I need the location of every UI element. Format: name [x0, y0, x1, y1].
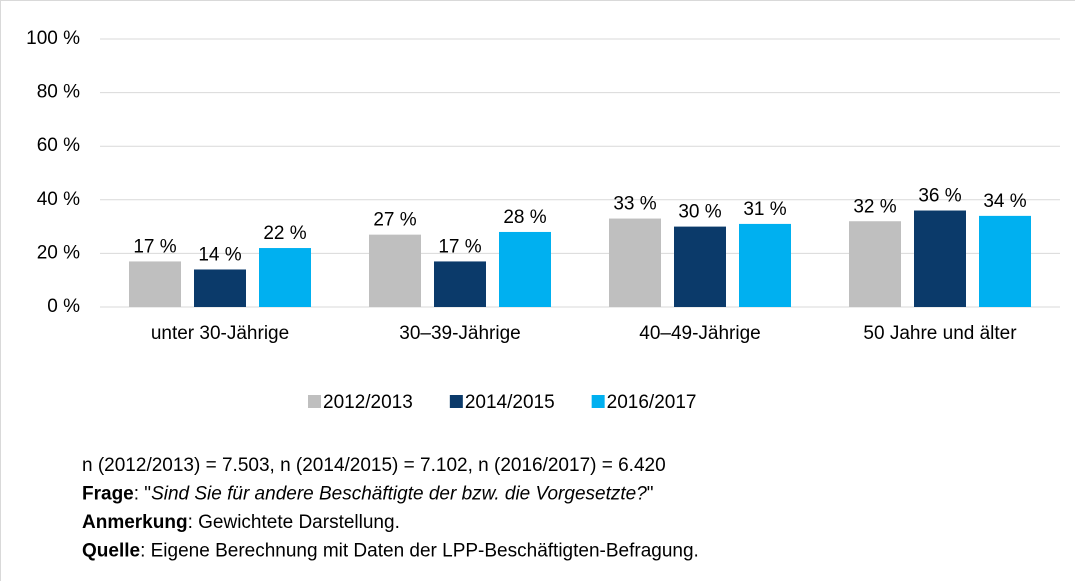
note-line: Anmerkung: Gewichtete Darstellung.	[82, 512, 400, 533]
bar	[499, 231, 551, 307]
y-tick-label: 80 %	[37, 82, 80, 103]
legend-swatch	[308, 395, 321, 408]
x-tick-label: 30–39-Jährige	[399, 323, 520, 344]
value-label: 28 %	[503, 207, 546, 228]
note-segment: Frage	[82, 484, 134, 505]
bar	[259, 248, 311, 307]
value-label: 33 %	[613, 194, 656, 215]
legend-swatch	[449, 395, 463, 408]
y-tick-label: 40 %	[37, 189, 80, 210]
value-label: 17 %	[133, 236, 176, 257]
bar	[434, 261, 486, 307]
legend-label: 2012/2013	[323, 392, 413, 413]
value-label: 34 %	[983, 191, 1026, 212]
note-line: Quelle: Eigene Berechnung mit Daten der …	[82, 541, 699, 562]
value-label: 36 %	[918, 186, 961, 207]
legend-label: 2016/2017	[607, 392, 697, 413]
bar	[129, 261, 181, 307]
bar	[369, 234, 421, 307]
bar	[914, 210, 966, 307]
bar	[609, 218, 661, 307]
note-segment: Sind Sie für andere Beschäftigte der bzw…	[151, 484, 647, 505]
value-label: 32 %	[853, 196, 896, 217]
note-segment: : "	[134, 484, 151, 505]
note-segment: : Eigene Berechnung mit Daten der LPP-Be…	[140, 541, 699, 562]
note-segment: Anmerkung	[82, 512, 188, 533]
value-label: 17 %	[438, 236, 481, 257]
y-tick-label: 60 %	[37, 135, 80, 156]
value-label: 31 %	[743, 199, 786, 220]
value-label: 30 %	[678, 202, 721, 223]
y-tick-label: 20 %	[37, 242, 80, 263]
note-segment: Quelle	[82, 541, 140, 562]
note-segment: "	[647, 484, 654, 505]
bar	[849, 221, 901, 307]
value-label: 14 %	[198, 244, 241, 265]
note-segment: : Gewichtete Darstellung.	[188, 512, 400, 533]
x-tick-label: 40–49-Jährige	[639, 323, 760, 344]
bar	[674, 226, 726, 307]
legend-label: 2014/2015	[465, 392, 555, 413]
x-tick-label: unter 30-Jährige	[151, 323, 289, 344]
note-line: Frage: "Sind Sie für andere Beschäftigte…	[82, 484, 654, 505]
y-tick-label: 0 %	[47, 296, 80, 317]
bar	[194, 269, 246, 307]
note-line: n (2012/2013) = 7.503, n (2014/2015) = 7…	[82, 455, 666, 476]
bar	[739, 223, 791, 307]
value-label: 27 %	[373, 210, 416, 231]
value-label: 22 %	[263, 223, 306, 244]
x-tick-label: 50 Jahre und älter	[863, 323, 1017, 344]
legend-swatch	[591, 395, 605, 408]
y-tick-label: 100 %	[26, 28, 80, 49]
note-segment: n (2012/2013) = 7.503, n (2014/2015) = 7…	[82, 455, 666, 476]
bar	[979, 215, 1031, 307]
